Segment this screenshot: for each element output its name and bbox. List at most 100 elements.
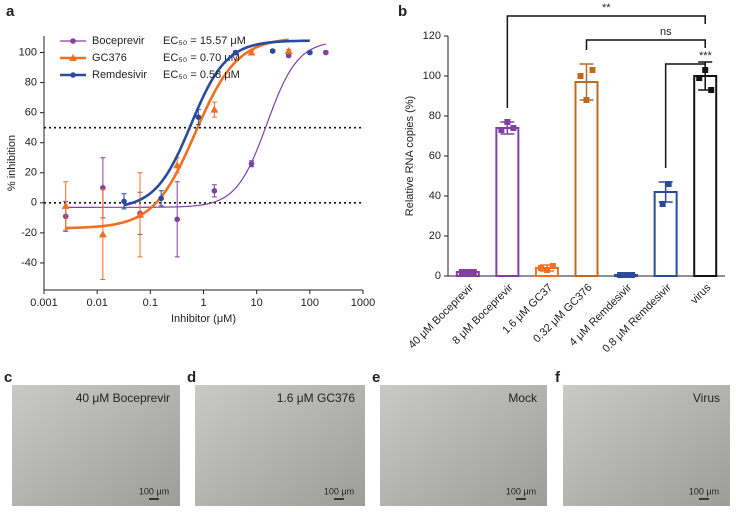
replicate-point <box>577 73 584 79</box>
replicate-point <box>665 181 672 187</box>
replicate-point <box>659 201 666 207</box>
x-tick-label: 100 <box>301 297 319 309</box>
micrograph <box>195 385 365 506</box>
x-tick-label: 1000 <box>351 297 375 309</box>
data-point <box>269 48 276 54</box>
y-tick-label: 0 <box>31 197 37 209</box>
data-point <box>136 210 145 218</box>
panel-letter: d <box>187 369 196 386</box>
legend-label: Remdesivir <box>92 69 147 81</box>
legend-ec50: EC₅₀ = 15.57 μM <box>163 35 246 47</box>
data-point <box>307 49 313 56</box>
replicate-point <box>498 127 505 133</box>
data-point <box>285 52 292 59</box>
micrograph <box>563 385 730 506</box>
panel-letter: e <box>372 369 380 386</box>
legend-ec50: EC₅₀ = 0.70 μM <box>163 52 240 64</box>
bar <box>574 81 599 277</box>
bar <box>693 75 718 277</box>
data-point <box>173 161 182 169</box>
y-tick-label: 60 <box>429 150 441 162</box>
x-axis-label: Inhibitor (μM) <box>171 313 236 325</box>
panel-letter: f <box>555 369 561 386</box>
scale-bar-label: 100 μm <box>689 486 719 496</box>
significance-bracket <box>585 39 706 50</box>
replicate-point <box>583 97 590 103</box>
replicate-point <box>623 272 630 278</box>
y-tick-label: 80 <box>25 76 37 88</box>
y-tick-label: 20 <box>429 230 441 242</box>
data-point <box>174 216 180 223</box>
replicate-point <box>537 265 544 271</box>
y-tick-label: -40 <box>21 257 37 269</box>
x-tick-label: 0.001 <box>30 297 58 309</box>
data-point <box>284 47 293 55</box>
replicate-point <box>458 269 465 275</box>
y-axis-label: Relative RNA copies (%) <box>404 96 416 216</box>
legend-marker <box>70 38 76 44</box>
significance-bracket <box>506 15 706 108</box>
fit-curve <box>123 39 310 207</box>
y-axis-label: % inhibition <box>6 135 18 191</box>
panel-letter: b <box>398 3 407 20</box>
replicate-point <box>708 87 715 93</box>
micrograph <box>380 385 547 506</box>
y-tick-label: 40 <box>429 190 441 202</box>
x-tick-label: 40 μM Boceprevir <box>406 281 476 351</box>
data-point <box>98 230 107 238</box>
micrograph-label: 40 μM Boceprevir <box>76 391 170 405</box>
scale-bar-label: 100 μm <box>324 486 354 496</box>
x-tick-label: 1 <box>200 297 206 309</box>
x-tick-label: virus <box>688 281 713 306</box>
micrograph-label: Virus <box>693 391 720 405</box>
scale-bar-label: 100 μm <box>139 486 169 496</box>
y-tick-label: 0 <box>435 270 441 282</box>
data-point <box>61 201 70 209</box>
micrograph-label: 1.6 μM GC376 <box>277 391 356 405</box>
y-tick-label: -20 <box>21 227 37 239</box>
x-tick-label: 0.01 <box>86 297 107 309</box>
significance-bracket <box>664 63 706 168</box>
replicate-point <box>543 267 550 273</box>
replicate-point <box>470 269 477 275</box>
replicate-point <box>617 272 624 278</box>
data-point <box>248 160 255 167</box>
replicate-point <box>696 75 703 81</box>
replicate-point <box>589 67 596 73</box>
replicate-point <box>464 269 471 275</box>
y-tick-label: 20 <box>25 167 37 179</box>
significance-label: ns <box>660 26 672 38</box>
y-tick-label: 120 <box>423 30 441 42</box>
y-tick-label: 60 <box>25 107 37 119</box>
scale-bar-label: 100 μm <box>506 486 536 496</box>
fit-curve <box>65 43 326 208</box>
x-tick-label: 0.8 μM Remdesivir <box>600 281 674 355</box>
micrograph-label: Mock <box>508 391 538 405</box>
legend-ec50: EC₅₀ = 0.58 μM <box>163 69 240 81</box>
legend-marker <box>69 54 77 61</box>
y-tick-label: 80 <box>429 110 441 122</box>
data-point <box>210 105 219 113</box>
x-tick-label: 0.1 <box>143 297 158 309</box>
replicate-point <box>510 125 517 131</box>
legend-label: Boceprevir <box>92 35 145 47</box>
bar <box>495 127 520 277</box>
data-point <box>195 114 202 120</box>
significance-label: *** <box>699 50 713 62</box>
replicate-point <box>504 119 511 125</box>
micrograph <box>12 385 180 506</box>
panel-letter: a <box>6 3 15 20</box>
replicate-point <box>629 272 636 278</box>
x-tick-label: 10 <box>251 297 263 309</box>
replicate-point <box>549 263 556 269</box>
data-point <box>232 49 239 56</box>
y-tick-label: 100 <box>19 46 37 58</box>
data-point <box>247 48 256 56</box>
y-tick-label: 100 <box>423 70 441 82</box>
significance-label: ** <box>602 2 611 14</box>
legend-label: GC376 <box>92 52 127 64</box>
y-tick-label: 40 <box>25 137 37 149</box>
data-point <box>158 195 164 202</box>
data-point <box>323 49 329 56</box>
